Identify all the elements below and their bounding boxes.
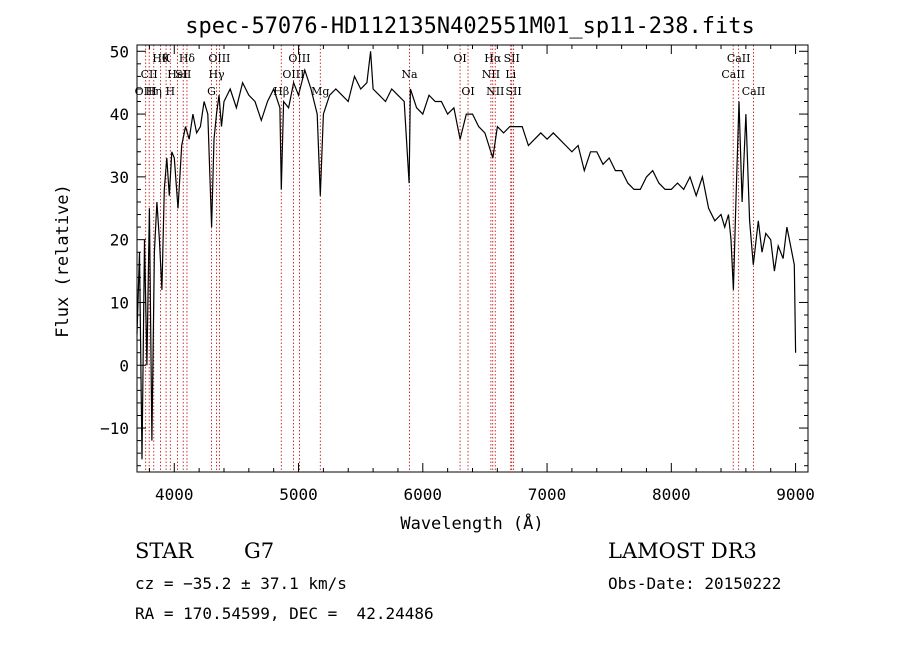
marker-label-10: Hγ (208, 68, 225, 81)
plot-frame (136, 44, 809, 473)
x-tick-label-1: 5000 (279, 485, 318, 504)
spectral-subclass: G7 (244, 539, 275, 563)
marker-label-26: CaII (727, 52, 751, 65)
y-tick-label-3: 20 (110, 231, 129, 250)
marker-label-11: OIII (208, 52, 230, 65)
marker-label-3: Hθ (152, 52, 169, 65)
coordinates: RA = 170.54599, DEC = 42.24486 (135, 604, 434, 623)
marker-label-21: NII (486, 85, 504, 98)
survey-name: LAMOST DR3 (608, 539, 757, 563)
marker-label-15: Mg (311, 85, 329, 98)
x-axis-label: Wavelength (Å) (400, 512, 543, 534)
marker-label-9: G (207, 85, 216, 98)
marker-label-5: H (166, 85, 176, 98)
x-tick-label-5: 9000 (776, 485, 815, 504)
marker-label-7: SII (175, 68, 191, 81)
marker-label-16: Na (401, 68, 418, 81)
y-tick-label-6: 50 (110, 42, 129, 61)
line-markers (145, 45, 754, 472)
marker-label-23: SII (504, 52, 520, 65)
marker-label-0: OIII (135, 85, 157, 98)
spectrum-line (136, 51, 797, 460)
marker-label-17: OI (453, 52, 466, 65)
marker-label-27: CaII (742, 85, 766, 98)
x-tick-label-4: 8000 (652, 485, 691, 504)
line-marker-labels: OIIICIIHηHθKHHeISIIHδGHγOIIIHβOIIIOIIIMg… (135, 52, 766, 98)
observation-date: Obs-Date: 20150222 (608, 574, 782, 593)
marker-label-14: OIII (288, 52, 310, 65)
marker-label-24: SII (506, 85, 522, 98)
marker-label-2: Hη (146, 85, 162, 98)
y-tick-label-0: −10 (100, 419, 129, 438)
y-axis-label: Flux (relative) (53, 184, 73, 338)
marker-label-22: Li (505, 68, 516, 81)
marker-label-1: CII (141, 68, 158, 81)
y-tick-label-4: 30 (110, 168, 129, 187)
y-tick-label-2: 10 (110, 293, 129, 312)
marker-label-13: OIII (282, 68, 304, 81)
marker-label-8: Hδ (179, 52, 196, 65)
x-tick-label-0: 4000 (155, 485, 194, 504)
chart-title: spec-57076-HD112135N402551M01_sp11-238.f… (185, 14, 755, 39)
marker-label-25: CaII (721, 68, 745, 81)
marker-label-19: NII (482, 68, 500, 81)
marker-label-6: HeI (167, 68, 187, 81)
x-tick-label-3: 7000 (528, 485, 567, 504)
y-axis: −10 0 10 20 30 40 50 (100, 42, 808, 467)
object-type: STAR (135, 539, 194, 563)
y-tick-label-5: 40 (110, 105, 129, 124)
marker-label-18: OI (461, 85, 474, 98)
marker-label-20: Hα (484, 52, 502, 65)
marker-label-4: K (162, 52, 171, 65)
marker-label-12: Hβ (273, 85, 289, 98)
x-axis: 4000 5000 6000 7000 8000 9000 (148, 45, 815, 504)
y-tick-label-1: 0 (119, 356, 129, 375)
redshift-value: cz = −35.2 ± 37.1 km/s (135, 574, 347, 593)
x-tick-label-2: 6000 (404, 485, 443, 504)
